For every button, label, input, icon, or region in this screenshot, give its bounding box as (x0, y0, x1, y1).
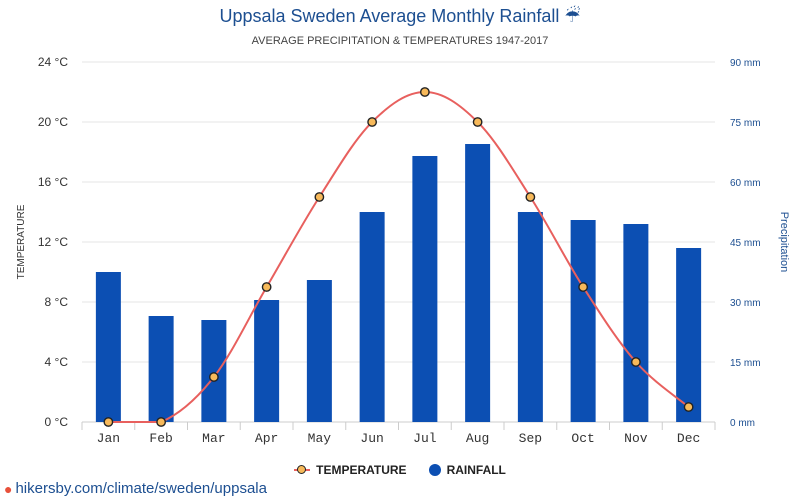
source-link[interactable]: ● hikersby.com/climate/sweden/uppsala (4, 480, 267, 497)
y-tick-label-right: 0 mm (730, 418, 755, 429)
x-tick-label: Jul (413, 431, 437, 446)
y-axis-title-left: TEMPERATURE (16, 204, 27, 279)
x-tick-label: Nov (624, 431, 648, 446)
rainfall-bar[interactable] (676, 248, 702, 422)
y-tick-label-right: 30 mm (730, 298, 761, 309)
temperature-point[interactable] (578, 282, 589, 292)
temperature-point[interactable] (630, 357, 641, 367)
rainfall-bar[interactable] (359, 212, 385, 422)
legend-label-temperature: TEMPERATURE (316, 463, 407, 477)
rainfall-bar[interactable] (412, 156, 438, 422)
chart-subtitle: AVERAGE PRECIPITATION & TEMPERATURES 194… (251, 35, 549, 47)
rainfall-bar[interactable] (95, 272, 121, 422)
legend-item-temperature[interactable]: TEMPERATURE (294, 463, 407, 477)
legend-item-rainfall[interactable]: RAINFALL (428, 463, 506, 477)
x-tick-label: Aug (466, 431, 489, 446)
rainfall-bar[interactable] (148, 316, 174, 422)
rainfall-bar[interactable] (570, 220, 596, 422)
temperature-point[interactable] (525, 192, 536, 202)
y-tick-label-right: 45 mm (730, 238, 761, 249)
y-tick-label-left: 4 °C (45, 355, 69, 369)
y-tick-label-left: 24 °C (38, 55, 68, 69)
x-tick-label: Jan (97, 431, 120, 446)
temperature-point[interactable] (472, 117, 483, 127)
rainfall-legend-marker (428, 464, 441, 476)
temperature-point[interactable] (367, 117, 378, 127)
y-axis-title-right: Precipitation (778, 212, 790, 273)
temperature-point[interactable] (103, 417, 114, 427)
legend-label-rainfall: RAINFALL (446, 463, 506, 477)
rainfall-bar[interactable] (465, 144, 491, 422)
y-tick-label-right: 90 mm (730, 58, 761, 69)
x-tick-label: May (308, 431, 332, 446)
rainfall-bar[interactable] (517, 212, 543, 422)
temperature-point[interactable] (683, 402, 694, 412)
rainfall-bar[interactable] (306, 280, 332, 422)
y-tick-label-left: 8 °C (45, 295, 69, 309)
y-tick-label-left: 0 °C (45, 415, 69, 429)
x-tick-label: Sep (519, 431, 542, 446)
y-tick-label-right: 60 mm (730, 178, 761, 189)
temperature-point[interactable] (419, 87, 430, 97)
x-tick-label: Oct (571, 431, 594, 446)
rainfall-bar[interactable] (623, 224, 649, 422)
y-tick-label-right: 15 mm (730, 358, 761, 369)
y-tick-label-left: 16 °C (38, 175, 68, 189)
rainfall-bar[interactable] (201, 320, 227, 422)
chart: 0 °C 0 mm 4 °C 15 mm 8 °C 30 mm 12 °C 45 mm 16 °… (16, 55, 790, 446)
location-pin-icon: ● (4, 480, 13, 497)
legend: TEMPERATURE RAINFALL (0, 463, 800, 477)
x-tick-label: Mar (202, 431, 225, 446)
y-tick-label-right: 75 mm (730, 118, 761, 129)
chart-title: Uppsala Sweden Average Monthly Rainfall … (219, 6, 581, 26)
x-tick-label: Feb (149, 431, 172, 446)
temperature-line (108, 90, 690, 424)
temperature-point[interactable] (208, 372, 219, 382)
source-link-text: hikersby.com/climate/sweden/uppsala (15, 480, 267, 497)
temperature-legend-marker (294, 465, 311, 474)
temperature-point[interactable] (314, 192, 325, 202)
y-tick-label-left: 12 °C (38, 235, 68, 249)
rainfall-bar[interactable] (254, 300, 280, 422)
x-tick-label: Jun (360, 431, 383, 446)
x-tick-label: Dec (677, 431, 700, 446)
temperature-point[interactable] (156, 417, 167, 427)
temperature-point[interactable] (261, 282, 272, 292)
x-tick-label: Apr (255, 431, 278, 446)
y-tick-label-left: 20 °C (38, 115, 68, 129)
